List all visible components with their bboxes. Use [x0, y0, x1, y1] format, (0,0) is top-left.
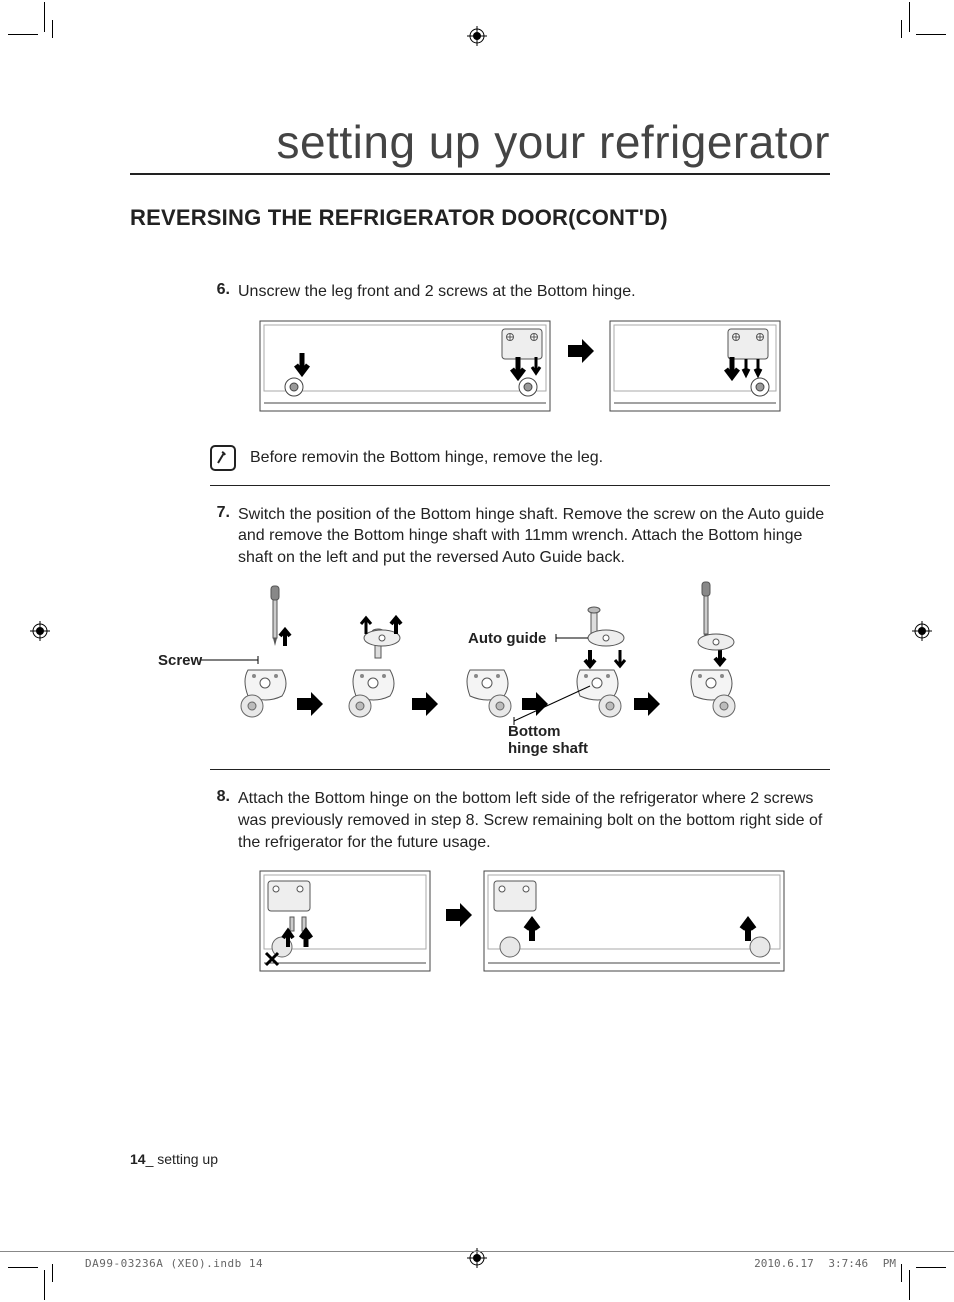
registration-target-icon [912, 621, 932, 641]
step-number: 6. [210, 281, 238, 303]
note: Before removin the Bottom hinge, remove … [210, 445, 830, 471]
label-auto-guide: Auto guide [468, 630, 546, 647]
step-8: 8. Attach the Bottom hinge on the bottom… [210, 788, 830, 983]
page-title: setting up your refrigerator [130, 115, 830, 175]
page-footer: 14_ setting up [130, 1151, 218, 1167]
meta-timestamp: 2010.6.17 3:7:46 PM [754, 1257, 896, 1270]
footer-section: setting up [157, 1151, 218, 1167]
figure-step-7 [190, 578, 800, 763]
step-7: 7. Switch the position of the Bottom hin… [210, 504, 830, 771]
step-number: 8. [210, 788, 238, 853]
step-text: Attach the Bottom hinge on the bottom le… [238, 788, 830, 853]
note-icon [210, 445, 236, 471]
registration-target-icon [467, 26, 487, 46]
label-bottom-hinge-shaft: Bottom hinge shaft [508, 723, 588, 757]
section-title: REVERSING THE REFRIGERATOR DOOR(CONT'D) [130, 205, 830, 231]
page-number: 14 [130, 1151, 146, 1167]
label-screw: Screw [158, 652, 202, 669]
note-text: Before removin the Bottom hinge, remove … [250, 449, 603, 467]
figure-step-8 [250, 863, 790, 983]
step-6: 6. Unscrew the leg front and 2 screws at… [210, 281, 830, 486]
step-number: 7. [210, 504, 238, 569]
step-text: Switch the position of the Bottom hinge … [238, 504, 830, 569]
registration-target-icon [30, 621, 50, 641]
meta-filename: DA99-03236A (XEO).indb 14 [85, 1257, 263, 1270]
figure-step-6 [250, 313, 790, 423]
step-text: Unscrew the leg front and 2 screws at th… [238, 281, 830, 303]
